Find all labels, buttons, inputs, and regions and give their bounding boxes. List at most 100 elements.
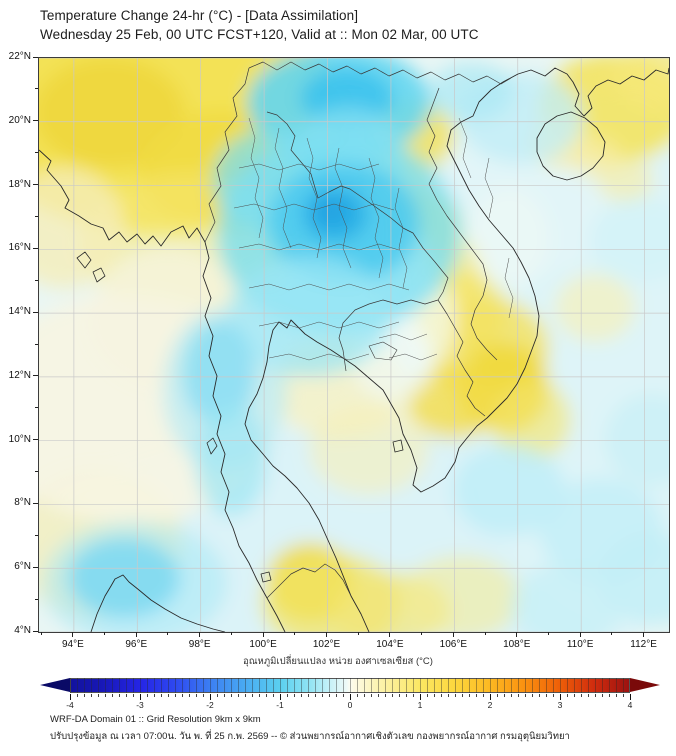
colorbar-right-arrow bbox=[630, 678, 660, 692]
provinces-15 bbox=[504, 257, 514, 319]
footer-domain-info: WRF-DA Domain 01 :: Grid Resolution 9km … bbox=[50, 714, 261, 725]
provinces-17 bbox=[388, 353, 438, 361]
anomaly-blob bbox=[429, 62, 513, 122]
lon-tick bbox=[579, 632, 581, 637]
lat-tick bbox=[33, 375, 38, 377]
lon-tick-label: 98°E bbox=[188, 639, 211, 650]
lon-tick-label: 96°E bbox=[125, 639, 148, 650]
coast-myanmar-peninsula-west bbox=[39, 149, 286, 632]
lat-minor-tick bbox=[35, 471, 38, 473]
lat-tick-label: 6°N bbox=[14, 561, 31, 573]
lon-tick bbox=[262, 632, 264, 637]
provinces-2 bbox=[274, 127, 292, 249]
colorbar: -4 -3 -2 -1 0 1 2 3 4 bbox=[40, 678, 660, 710]
provinces-14 bbox=[484, 157, 494, 219]
coast-hainan bbox=[536, 111, 606, 181]
islands bbox=[76, 251, 404, 583]
colorbar-tick bbox=[560, 694, 561, 700]
lat-tick bbox=[33, 566, 38, 568]
lat-minor-tick bbox=[35, 279, 38, 281]
provinces-10 bbox=[248, 283, 410, 291]
lon-minor-tick bbox=[484, 632, 486, 635]
lon-tick bbox=[326, 632, 328, 637]
lat-tick bbox=[33, 502, 38, 504]
lon-tick bbox=[516, 632, 518, 637]
lon-tick-label: 100°E bbox=[249, 639, 277, 650]
provinces-13 bbox=[458, 117, 472, 179]
lat-tick-label: 12°N bbox=[8, 369, 31, 381]
coast-gulf-vietnam-china bbox=[244, 67, 669, 632]
lon-minor-tick bbox=[547, 632, 549, 635]
colorbar-tick-label: -1 bbox=[276, 700, 284, 710]
lon-tick bbox=[452, 632, 454, 637]
temperature-change-map bbox=[39, 58, 669, 632]
provinces-16 bbox=[378, 333, 428, 341]
lon-tick bbox=[135, 632, 137, 637]
lon-minor-tick bbox=[104, 632, 106, 635]
lat-tick bbox=[33, 630, 38, 632]
lat-tick bbox=[33, 120, 38, 122]
anomaly-blob bbox=[401, 556, 521, 632]
anomaly-blob bbox=[453, 444, 565, 536]
lon-tick-label: 112°E bbox=[630, 639, 657, 650]
colorbar-tick bbox=[350, 694, 351, 700]
anomaly-blob bbox=[309, 405, 429, 495]
anomaly-blob bbox=[39, 168, 124, 288]
provinces-3 bbox=[306, 137, 322, 259]
lon-tick-label: 108°E bbox=[503, 639, 531, 650]
colorbar-tick-label: 1 bbox=[417, 700, 423, 710]
map-plot-area bbox=[38, 57, 670, 633]
lat-tick bbox=[33, 311, 38, 313]
colorbar-tick bbox=[140, 694, 141, 700]
provinces-12 bbox=[268, 353, 370, 361]
lat-tick bbox=[33, 439, 38, 441]
colorbar-tick bbox=[420, 694, 421, 700]
lon-minor-tick bbox=[611, 632, 613, 635]
lat-tick-label: 10°N bbox=[8, 433, 31, 445]
lon-tick-label: 102°E bbox=[312, 639, 341, 650]
lon-minor-tick bbox=[357, 632, 359, 635]
lat-tick-label: 18°N bbox=[8, 178, 31, 190]
colorbar-tick-label: 2 bbox=[487, 700, 493, 710]
anomaly-blob bbox=[589, 198, 669, 282]
lon-tick-label: 104°E bbox=[376, 639, 404, 650]
provinces-11 bbox=[258, 321, 400, 329]
anomaly-blob bbox=[469, 188, 549, 288]
anomaly-blob bbox=[43, 521, 227, 632]
lat-tick-label: 14°N bbox=[8, 306, 31, 318]
colorbar-title: อุณหภูมิเปลี่ยนแปลง หน่วย องศาเซลเซียส (… bbox=[243, 656, 433, 667]
colorbar-gradient bbox=[70, 678, 630, 693]
colorbar-tick-label: 4 bbox=[627, 700, 633, 710]
colorbar-tick bbox=[210, 694, 211, 700]
colorbar-left-arrow bbox=[40, 678, 70, 692]
colorbar-tick bbox=[70, 694, 71, 700]
anomaly-blob bbox=[491, 380, 571, 460]
coastlines-and-borders bbox=[39, 61, 669, 632]
colorbar-tick-label: -3 bbox=[136, 700, 144, 710]
provinces-9 bbox=[238, 243, 400, 251]
colorbar-tick bbox=[280, 694, 281, 700]
provinces-8 bbox=[233, 203, 395, 211]
lat-tick-label: 20°N bbox=[8, 114, 31, 126]
lat-tick-label: 8°N bbox=[14, 497, 31, 509]
lon-tick bbox=[199, 632, 201, 637]
colorbar-tick-label: 0 bbox=[347, 700, 353, 710]
provinces-1 bbox=[248, 117, 264, 239]
lat-minor-tick bbox=[35, 215, 38, 217]
lat-minor-tick bbox=[35, 152, 38, 154]
anomaly-blob bbox=[316, 199, 346, 223]
lat-tick-label: 16°N bbox=[8, 242, 31, 254]
page-title: Temperature Change 24-hr (°C) - [Data As… bbox=[40, 8, 359, 23]
anomaly-blob bbox=[39, 58, 184, 168]
anomaly-blob bbox=[614, 58, 669, 111]
provinces-7 bbox=[238, 163, 380, 171]
lat-minor-tick bbox=[35, 598, 38, 600]
lat-minor-tick bbox=[35, 343, 38, 345]
anomaly-blob bbox=[597, 158, 653, 202]
colorbar-tick-label: -2 bbox=[206, 700, 214, 710]
lon-minor-tick bbox=[294, 632, 296, 635]
provinces-4 bbox=[334, 147, 352, 269]
provinces-6 bbox=[394, 187, 408, 289]
colorbar-tick-label: 3 bbox=[557, 700, 563, 710]
lon-minor-tick bbox=[40, 632, 42, 635]
